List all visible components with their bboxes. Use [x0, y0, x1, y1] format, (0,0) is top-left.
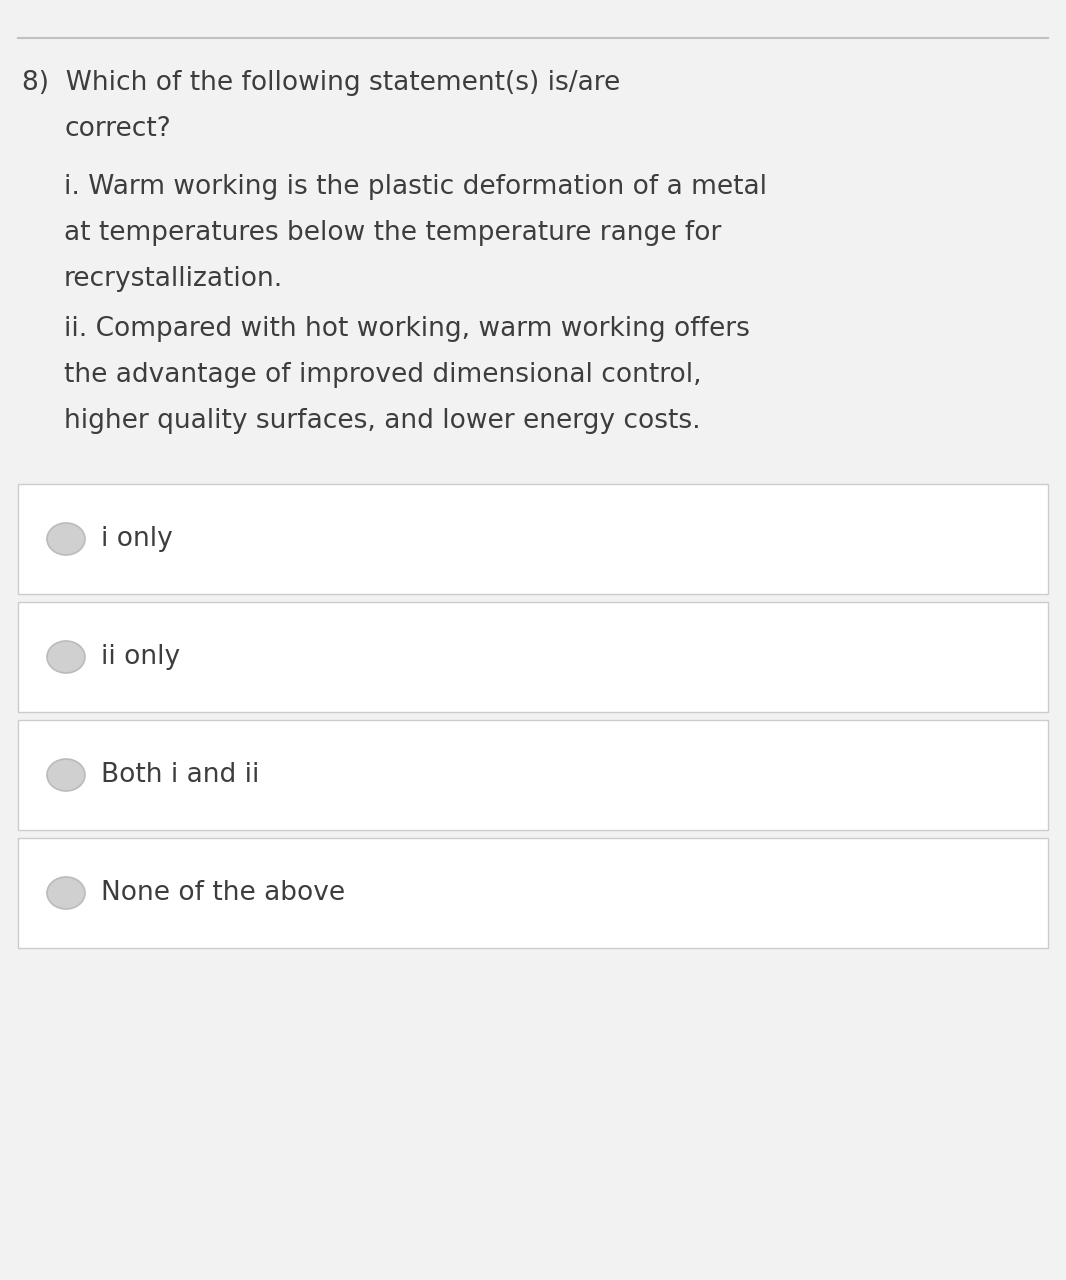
Text: ii. Compared with hot working, warm working offers: ii. Compared with hot working, warm work…	[64, 316, 749, 342]
Ellipse shape	[47, 759, 85, 791]
FancyBboxPatch shape	[18, 602, 1048, 712]
Text: higher quality surfaces, and lower energy costs.: higher quality surfaces, and lower energ…	[64, 408, 700, 434]
Text: i. Warm working is the plastic deformation of a metal: i. Warm working is the plastic deformati…	[64, 174, 768, 200]
FancyBboxPatch shape	[18, 719, 1048, 829]
Text: recrystallization.: recrystallization.	[64, 266, 284, 292]
Text: the advantage of improved dimensional control,: the advantage of improved dimensional co…	[64, 362, 701, 388]
Text: i only: i only	[101, 526, 173, 552]
Text: 8)  Which of the following statement(s) is/are: 8) Which of the following statement(s) i…	[22, 70, 620, 96]
FancyBboxPatch shape	[18, 838, 1048, 948]
Text: ii only: ii only	[101, 644, 180, 669]
Text: at temperatures below the temperature range for: at temperatures below the temperature ra…	[64, 220, 722, 246]
Ellipse shape	[47, 877, 85, 909]
Ellipse shape	[47, 524, 85, 556]
Ellipse shape	[47, 641, 85, 673]
Text: Both i and ii: Both i and ii	[101, 762, 259, 788]
FancyBboxPatch shape	[18, 484, 1048, 594]
Text: None of the above: None of the above	[101, 881, 345, 906]
Text: correct?: correct?	[64, 116, 171, 142]
